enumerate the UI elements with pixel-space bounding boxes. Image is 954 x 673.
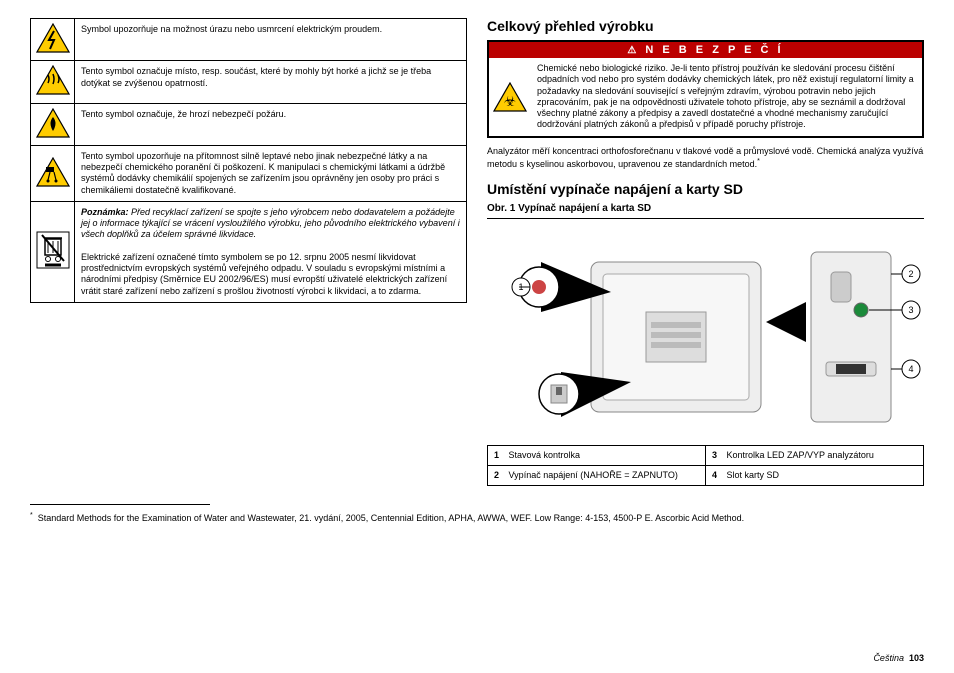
page-footer: Čeština 103 — [873, 653, 924, 663]
legend-table: 1 Stavová kontrolka 3 Kontrolka LED ZAP/… — [487, 445, 924, 487]
legend-cell: 1 Stavová kontrolka — [488, 445, 706, 465]
left-column: Symbol upozorňuje na možnost úrazu nebo … — [30, 18, 467, 486]
heading-overview: Celkový přehled výrobku — [487, 18, 924, 34]
hazard-table: Symbol upozorňuje na možnost úrazu nebo … — [30, 18, 467, 303]
bolt-icon — [31, 19, 75, 61]
right-column: Celkový přehled výrobku ⚠ N E B E Z P E … — [487, 18, 924, 486]
danger-header: ⚠ N E B E Z P E Č Í — [489, 42, 922, 58]
legend-cell: 3 Kontrolka LED ZAP/VYP analyzátoru — [706, 445, 924, 465]
overview-paragraph: Analyzátor měří koncentraci orthofosfore… — [487, 146, 924, 171]
hazard-text: Poznámka: Před recyklací zařízení se spo… — [75, 201, 467, 302]
legend-cell: 2 Vypínač napájení (NAHOŘE = ZAPNUTO) — [488, 466, 706, 486]
figure-caption: Obr. 1 Vypínač napájení a karta SD — [487, 203, 924, 219]
hot-icon — [31, 61, 75, 103]
footnote: * Standard Methods for the Examination o… — [30, 511, 924, 525]
svg-text:2: 2 — [908, 269, 913, 279]
hazard-text: Tento symbol označuje místo, resp. součá… — [75, 61, 467, 103]
svg-text:4: 4 — [908, 364, 913, 374]
legend-cell: 4 Slot karty SD — [706, 466, 924, 486]
hazard-text: Tento symbol upozorňuje na přítomnost si… — [75, 145, 467, 201]
svg-text:☣: ☣ — [504, 93, 517, 109]
fire-icon — [31, 103, 75, 145]
hazard-text: Symbol upozorňuje na možnost úrazu nebo … — [75, 19, 467, 61]
hazard-text: Tento symbol označuje, že hrozí nebezpeč… — [75, 103, 467, 145]
biohazard-icon: ☣ — [489, 58, 531, 136]
weee-icon — [31, 201, 75, 302]
footnote-rule — [30, 504, 210, 505]
svg-text:3: 3 — [908, 305, 913, 315]
danger-box: ⚠ N E B E Z P E Č Í ☣ Chemické nebo biol… — [487, 40, 924, 138]
danger-text: Chemické nebo biologické riziko. Je-li t… — [531, 58, 922, 136]
heading-switch: Umístění vypínače napájení a karty SD — [487, 181, 924, 197]
figure-1: 1 2 3 4 — [487, 227, 924, 437]
corrosive-icon — [31, 145, 75, 201]
